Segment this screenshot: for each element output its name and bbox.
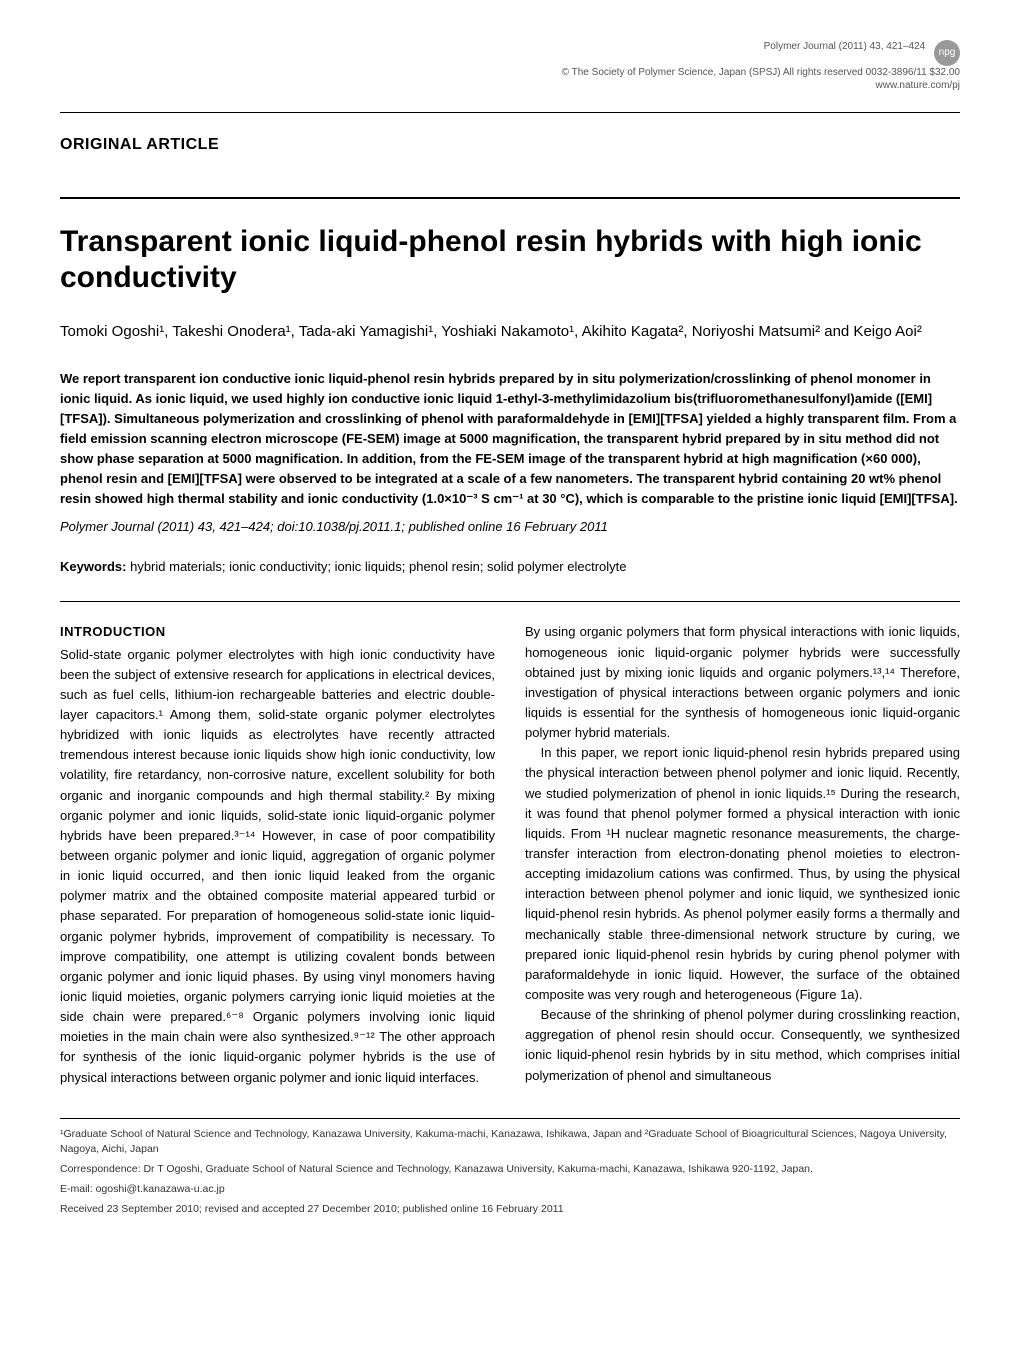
journal-url: www.nature.com/pj (876, 80, 960, 91)
footnotes: ¹Graduate School of Natural Science and … (60, 1118, 960, 1218)
body-columns: INTRODUCTION Solid-state organic polymer… (60, 622, 960, 1087)
top-rule (60, 112, 960, 113)
journal-line: Polymer Journal (2011) 43, 421–424 (764, 41, 926, 52)
received-dates: Received 23 September 2010; revised and … (60, 1202, 960, 1218)
left-column: INTRODUCTION Solid-state organic polymer… (60, 622, 495, 1087)
intro-paragraph-right-3: Because of the shrinking of phenol polym… (525, 1005, 960, 1086)
copyright-line: © The Society of Polymer Science, Japan … (562, 67, 960, 78)
intro-paragraph-right-1: By using organic polymers that form phys… (525, 622, 960, 743)
authors-list: Tomoki Ogoshi¹, Takeshi Onodera¹, Tada-a… (60, 321, 960, 344)
correspondence: Correspondence: Dr T Ogoshi, Graduate Sc… (60, 1162, 960, 1178)
intro-paragraph-right-2: In this paper, we report ionic liquid-ph… (525, 743, 960, 1005)
abstract-text: We report transparent ion conductive ion… (60, 369, 960, 510)
article-title: Transparent ionic liquid-phenol resin hy… (60, 224, 960, 296)
intro-paragraph-left: Solid-state organic polymer electrolytes… (60, 645, 495, 1088)
section-label: ORIGINAL ARTICLE (60, 133, 960, 157)
citation-text: Polymer Journal (2011) 43, 421–424; doi:… (60, 519, 608, 534)
affiliations: ¹Graduate School of Natural Science and … (60, 1127, 960, 1159)
introduction-heading: INTRODUCTION (60, 622, 495, 642)
rule-below-keywords (60, 601, 960, 602)
rule-above-title (60, 197, 960, 199)
right-column: By using organic polymers that form phys… (525, 622, 960, 1087)
keywords-label: Keywords: (60, 559, 126, 574)
npg-badge-icon: npg (934, 40, 960, 66)
correspondence-email: E-mail: ogoshi@t.kanazawa-u.ac.jp (60, 1182, 960, 1198)
keywords-text: hybrid materials; ionic conductivity; io… (130, 559, 626, 574)
journal-header: Polymer Journal (2011) 43, 421–424 npg ©… (60, 40, 960, 92)
keywords-line: Keywords: hybrid materials; ionic conduc… (60, 557, 960, 577)
citation-line: Polymer Journal (2011) 43, 421–424; doi:… (60, 517, 960, 537)
